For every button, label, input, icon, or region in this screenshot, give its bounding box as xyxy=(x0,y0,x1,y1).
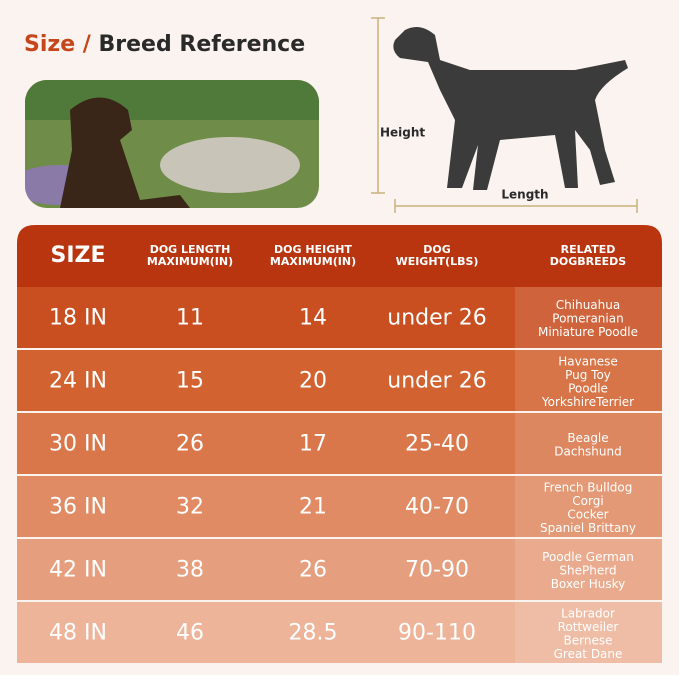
table-cell: 40-70 xyxy=(405,495,469,520)
breed-cell-line: Corgi xyxy=(572,493,603,507)
header-cell: DOG LENGTH MAXIMUM(IN) xyxy=(147,243,233,268)
table-cell: 36 IN xyxy=(49,495,107,520)
table-row xyxy=(17,287,662,348)
table-cell: under 26 xyxy=(387,306,486,331)
title-rest: Breed Reference xyxy=(99,32,306,57)
header-cell-line: RELATED xyxy=(561,243,616,256)
height-line xyxy=(371,17,385,194)
breed-cell: French Bulldog Corgi Cocker Spaniel Brittan… xyxy=(540,480,636,535)
table-row xyxy=(17,602,662,663)
table-cell: 25-40 xyxy=(405,432,469,457)
table-cell: 20 xyxy=(299,369,327,394)
breed-cell-line: Havanese xyxy=(558,354,617,368)
length-label: Length xyxy=(501,188,548,202)
breed-cell-bg xyxy=(515,539,662,600)
breed-cell-line: Bernese xyxy=(564,633,613,647)
breed-cell: Beagle Dachshund xyxy=(554,430,621,458)
table-row xyxy=(17,539,662,600)
breed-cell-line: Miniature Poodle xyxy=(538,325,638,339)
table-row xyxy=(17,350,662,411)
table-cell: 15 xyxy=(176,369,204,394)
breed-cell-line: Cocker xyxy=(567,507,608,521)
breed-cell-bg xyxy=(515,476,662,537)
dog-photo xyxy=(25,80,319,208)
header-cell-line: SIZE xyxy=(50,243,105,268)
header-cell-line: MAXIMUM(IN) xyxy=(147,255,233,268)
header-cell-line: DOG xyxy=(423,243,451,256)
breed-cell-bg xyxy=(515,413,662,474)
breed-cell-line: YorkshireTerrier xyxy=(541,394,634,408)
table-cell: 26 xyxy=(176,432,204,457)
header-cell-line: DOGBREEDS xyxy=(550,255,627,268)
breed-cell-line: Chihuahua xyxy=(556,298,620,312)
table-cell: 70-90 xyxy=(405,558,469,583)
table-cell: 46 xyxy=(176,621,204,646)
dog-silhouette xyxy=(393,26,628,191)
breed-cell: Poodle German ShePherd Boxer Husky xyxy=(542,550,634,591)
header-cell-line: DOG LENGTH xyxy=(150,243,231,256)
height-label: Height xyxy=(380,126,425,140)
title: Size / Breed Reference xyxy=(24,32,305,57)
breed-cell-line: Poodle German xyxy=(542,550,634,564)
breed-cell-line: Poodle xyxy=(568,381,608,395)
breed-cell-bg xyxy=(515,287,662,348)
breed-cell-line: French Bulldog xyxy=(544,480,633,494)
table-cell: 32 xyxy=(176,495,204,520)
title-highlight: Size xyxy=(24,32,75,57)
title-separator: / xyxy=(83,32,92,57)
table-cell: 30 IN xyxy=(49,432,107,457)
size-table: SIZE DOG LENGTH MAXIMUM(IN)DOG HEIGHT MAXIM… xyxy=(17,225,662,663)
breed-cell-line: Pomeranian xyxy=(552,311,623,325)
breed-cell-bg xyxy=(515,350,662,411)
table-cell: 48 IN xyxy=(49,621,107,646)
table-cell: 26 xyxy=(299,558,327,583)
table-cell: 18 IN xyxy=(49,306,107,331)
length-line xyxy=(394,199,638,213)
header-cell-line: WEIGHT(LBS) xyxy=(396,255,479,268)
breed-cell-line: ShePherd xyxy=(559,563,616,577)
header-cell: SIZE xyxy=(50,243,105,268)
header-cell-line: DOG HEIGHT xyxy=(274,243,352,256)
header-row xyxy=(17,225,662,287)
header-cell: RELATED DOGBREEDS xyxy=(550,243,627,268)
breed-cell-line: Boxer Husky xyxy=(551,577,626,591)
table-cell: 24 IN xyxy=(49,369,107,394)
table-row xyxy=(17,476,662,537)
breed-cell: Chihuahua Pomeranian Miniature Poodle xyxy=(538,298,638,339)
header-cell: DOG HEIGHT MAXIMUM(IN) xyxy=(270,243,356,268)
table-cell: 38 xyxy=(176,558,204,583)
breed-cell-line: Labrador xyxy=(561,606,615,620)
breed-cell-line: Beagle xyxy=(567,430,608,444)
table-cell: 28.5 xyxy=(289,621,338,646)
breed-cell-line: Dachshund xyxy=(554,444,621,458)
table-cell: 90-110 xyxy=(398,621,476,646)
table-cell: 21 xyxy=(299,495,327,520)
header-cell: DOG WEIGHT(LBS) xyxy=(396,243,479,268)
table-row xyxy=(17,413,662,474)
breed-cell: Havanese Pug Toy Poodle YorkshireTerrier xyxy=(541,354,634,409)
table-cell: 42 IN xyxy=(49,558,107,583)
breed-cell-line: Spaniel Brittany xyxy=(540,520,636,534)
table-cell: 17 xyxy=(299,432,327,457)
header-cell-line: MAXIMUM(IN) xyxy=(270,255,356,268)
breed-cell-bg xyxy=(515,602,662,663)
breed-cell: Labrador Rottweiler Bernese Great Dane xyxy=(554,606,623,661)
breed-cell-line: Rottweiler xyxy=(558,619,619,633)
table-cell: 14 xyxy=(299,306,327,331)
table-cell: under 26 xyxy=(387,369,486,394)
breed-cell-line: Great Dane xyxy=(554,646,623,660)
breed-cell-line: Pug Toy xyxy=(565,367,611,381)
table-cell: 11 xyxy=(176,306,204,331)
